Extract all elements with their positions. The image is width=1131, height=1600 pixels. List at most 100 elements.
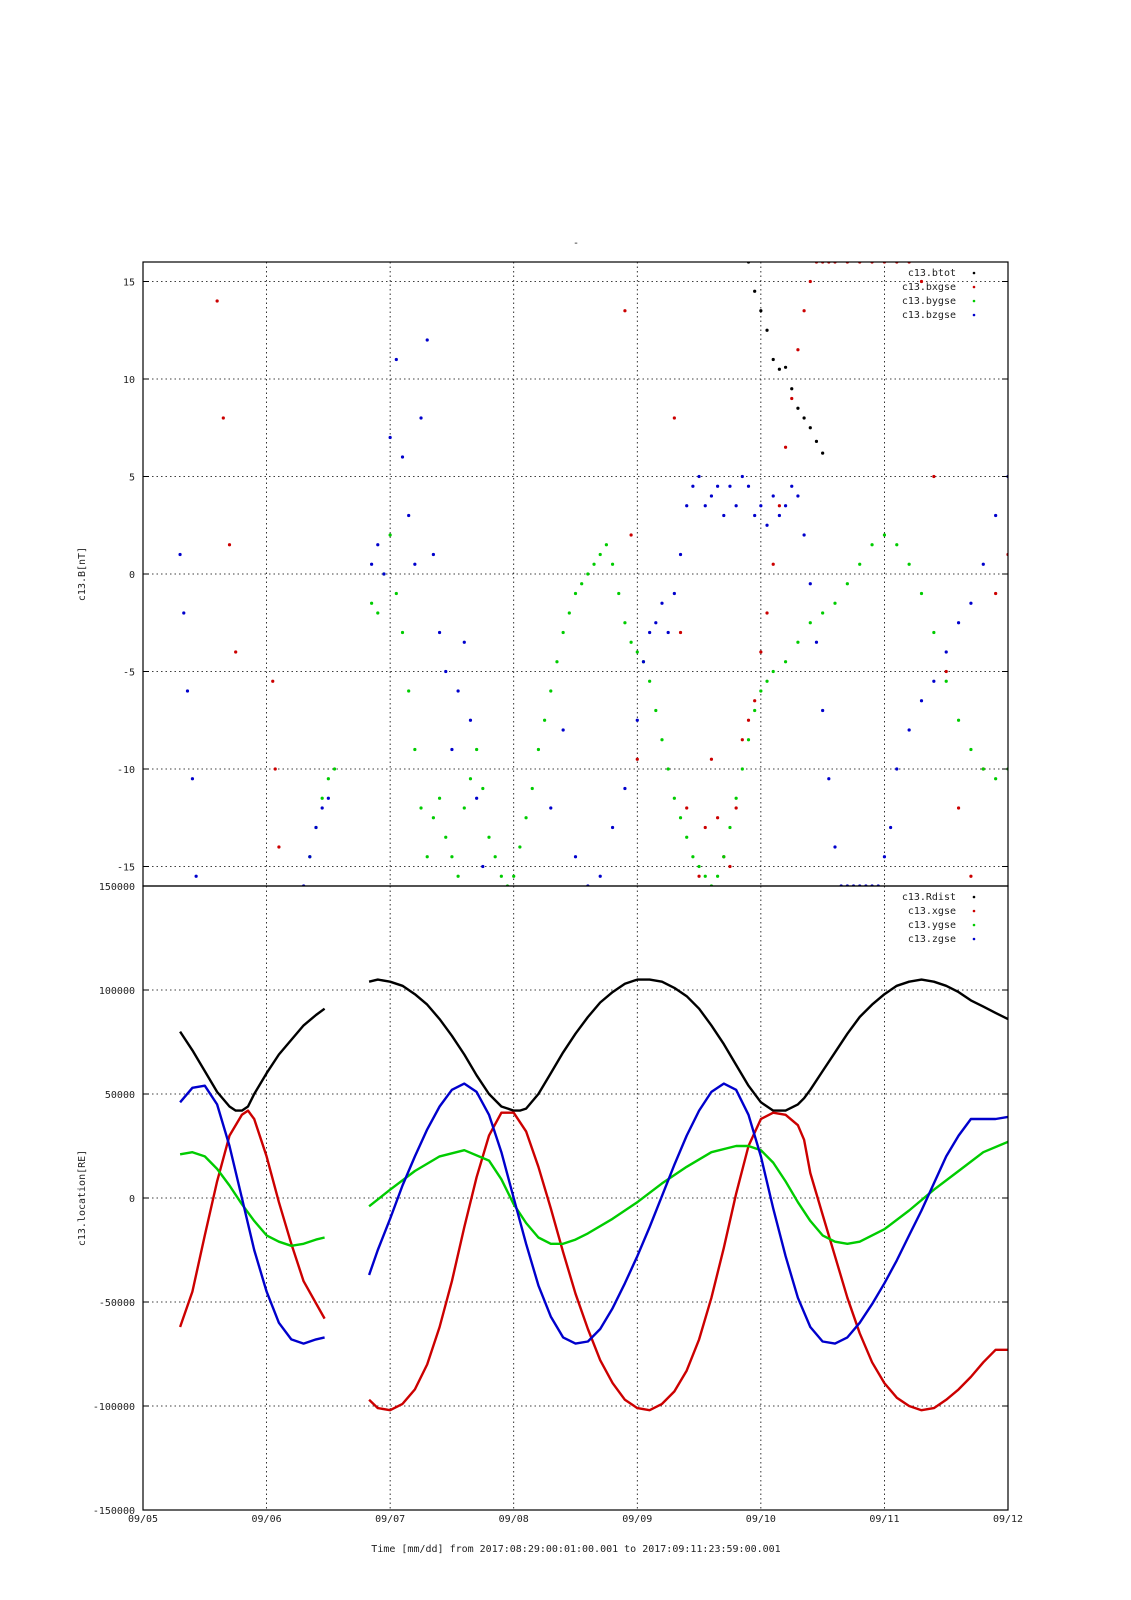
data-point-c13-bzgse xyxy=(648,630,652,635)
series-line-c13-zgse xyxy=(179,1084,325,1345)
data-point-c13-bxgse xyxy=(1043,260,1046,263)
data-point-c13-bzgse xyxy=(326,796,330,800)
location-panel: -150000 -100000 -50000 0 50000 100000 150000 0… xyxy=(77,882,1023,1525)
data-point-c13-bzgse xyxy=(691,484,695,488)
legend-swatch xyxy=(972,895,976,899)
legend-label: c13.bxgse xyxy=(902,282,956,293)
data-point-c13-bygse xyxy=(994,777,998,781)
data-point-c13-bygse xyxy=(629,640,633,644)
data-point-c13-bygse xyxy=(543,718,547,722)
data-point-c13-bygse xyxy=(759,689,763,693)
data-point-c13-bygse xyxy=(845,582,849,586)
data-point-c13-bzgse xyxy=(314,825,318,830)
legend-swatch xyxy=(972,923,976,927)
data-point-c13-bygse xyxy=(765,679,769,683)
data-point-c13-bzgse xyxy=(394,357,398,362)
data-point-c13-bygse xyxy=(740,767,744,771)
series-line-c13-rdist xyxy=(368,978,1008,1112)
magnetic-field-legend: c13.btot c13.bxgse c13.bygse c13.bzgse xyxy=(902,268,976,321)
location-marks xyxy=(178,978,1008,1412)
legend-label: c13.ygse xyxy=(908,920,956,931)
data-point-c13-bygse xyxy=(512,874,516,878)
data-point-c13-bygse xyxy=(808,621,812,625)
data-point-c13-bzgse xyxy=(895,767,899,771)
data-point-c13-bxgse xyxy=(227,543,232,547)
data-point-c13-bzgse xyxy=(400,455,405,459)
data-point-c13-bygse xyxy=(685,835,689,839)
data-point-c13-bygse xyxy=(610,562,615,566)
data-point-c13-bxgse xyxy=(1068,416,1071,419)
data-point-c13-bzgse xyxy=(956,621,961,625)
data-point-c13-bxgse xyxy=(635,757,639,761)
data-point-c13-bygse xyxy=(648,679,652,683)
data-point-c13-bzgse xyxy=(919,699,924,703)
data-point-c13-bzgse xyxy=(456,689,460,693)
data-point-c13-bzgse xyxy=(740,474,744,479)
series-line-c13-zgse xyxy=(367,1082,1008,1345)
y-tick-label: 150000 xyxy=(99,882,135,893)
data-point-c13-bzgse xyxy=(370,562,374,566)
data-point-c13-bzgse xyxy=(790,484,794,488)
data-point-c13-bxgse xyxy=(783,445,788,449)
data-point-c13-bygse xyxy=(969,747,973,752)
data-point-c13-bzgse xyxy=(722,513,726,518)
data-point-c13-bzgse xyxy=(388,435,392,440)
data-point-c13-bzgse xyxy=(573,855,578,859)
data-point-c13-bxgse xyxy=(796,348,800,352)
data-point-c13-btot xyxy=(765,328,769,332)
data-point-c13-bzgse xyxy=(672,591,676,596)
data-point-c13-bygse xyxy=(561,630,565,635)
data-point-c13-bygse xyxy=(475,747,479,752)
data-point-c13-bygse xyxy=(734,796,738,800)
data-point-c13-bygse xyxy=(320,796,324,800)
data-point-c13-bxgse xyxy=(994,591,998,596)
data-point-c13-bygse xyxy=(487,835,491,839)
legend-swatch xyxy=(972,909,976,913)
data-point-c13-bygse xyxy=(728,825,732,830)
data-point-c13-bygse xyxy=(388,533,392,537)
data-point-c13-bxgse xyxy=(1019,260,1022,263)
data-point-c13-bxgse xyxy=(273,767,277,771)
legend-swatch xyxy=(972,937,976,941)
data-point-c13-bzgse xyxy=(703,504,707,508)
data-point-c13-bzgse xyxy=(598,874,602,878)
legend-label: c13.zgse xyxy=(908,934,956,945)
data-point-c13-bygse xyxy=(462,806,466,810)
data-point-c13-btot xyxy=(753,289,757,293)
data-point-c13-bxgse xyxy=(753,699,757,703)
legend-label: c13.xgse xyxy=(908,906,956,917)
data-point-c13-bzgse xyxy=(882,855,887,859)
data-point-c13-bygse xyxy=(882,533,887,537)
data-point-c13-bzgse xyxy=(437,630,442,635)
data-point-c13-bzgse xyxy=(425,338,429,342)
data-point-c13-bygse xyxy=(450,855,454,859)
data-point-c13-bxgse xyxy=(1105,875,1108,878)
data-point-c13-bygse xyxy=(444,835,448,839)
y-tick-label: 10 xyxy=(123,375,135,386)
data-point-c13-bzgse xyxy=(944,650,948,654)
data-point-c13-bygse xyxy=(771,669,775,674)
data-point-c13-bzgse xyxy=(610,825,615,830)
data-point-c13-bxgse xyxy=(944,669,948,674)
data-point-c13-bzgse xyxy=(697,474,701,479)
data-point-c13-bygse xyxy=(580,582,584,586)
legend-swatch xyxy=(972,299,976,303)
data-point-c13-bygse xyxy=(833,601,837,605)
data-point-c13-bxgse xyxy=(215,299,219,303)
data-point-c13-bxgse xyxy=(234,650,238,654)
data-point-c13-bygse xyxy=(1093,553,1096,556)
data-point-c13-bzgse xyxy=(907,728,911,732)
data-point-c13-bzgse xyxy=(685,504,689,508)
series-line-c13-ygse xyxy=(179,1150,325,1248)
data-point-c13-bxgse xyxy=(932,474,936,479)
data-point-c13-bxgse xyxy=(728,864,732,869)
data-point-c13-bzgse xyxy=(660,601,664,605)
y-tick-label: 0 xyxy=(129,570,135,581)
data-point-c13-bygse xyxy=(586,572,590,576)
data-point-c13-bygse xyxy=(407,689,411,693)
data-point-c13-bygse xyxy=(1043,670,1046,673)
y-tick-label: -10 xyxy=(117,765,135,776)
data-point-c13-bxgse xyxy=(759,650,763,654)
x-tick-label: 09/11 xyxy=(869,1514,899,1525)
data-point-c13-bzgse xyxy=(678,552,683,557)
